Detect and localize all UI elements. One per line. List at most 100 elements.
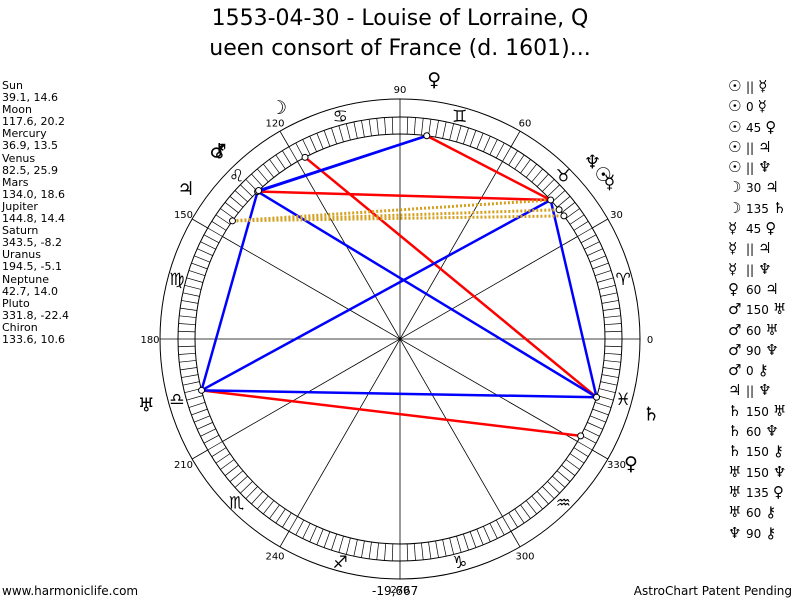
aspect-planet-2: ♅: [772, 300, 787, 319]
sign-divider: [191, 218, 208, 229]
degree-tick: [178, 323, 196, 326]
sign-divider: [592, 449, 609, 460]
degree-tick: [203, 234, 220, 244]
sign-divider: [510, 531, 521, 548]
degree-tick: [556, 196, 571, 208]
degree-tick: [514, 508, 525, 524]
degree-tick: [592, 408, 609, 416]
aspect-planet-1: ☉: [728, 97, 742, 116]
planet-name-moon: Moon: [2, 103, 32, 117]
aspect-row: ☿ || ♃: [728, 239, 787, 259]
degree-tick: [435, 120, 439, 138]
degree-tick: [191, 408, 208, 416]
degree-label: 240: [265, 552, 284, 563]
degree-tick: [603, 360, 621, 363]
degree-tick: [345, 123, 351, 141]
planet-marker: [555, 206, 563, 214]
planet-values-sun: 39.1, 14.6: [2, 91, 58, 105]
sign-divider: [510, 130, 521, 147]
degree-tick: [323, 531, 331, 548]
planet-marker: [198, 386, 206, 394]
aspect-type: 150: [746, 303, 769, 318]
aspect-planet-2: ♃: [765, 178, 779, 197]
aspect-planet-1: ♅: [728, 503, 742, 522]
aspect-planet-1: ♀: [728, 279, 739, 298]
planet-name-jupiter: Jupiter: [2, 199, 38, 213]
degree-tick: [520, 504, 531, 519]
degree-label: 120: [265, 118, 284, 129]
aspect-planet-1: ♃: [728, 381, 742, 400]
degree-tick: [353, 121, 358, 139]
planet-values-chiron: 133.6, 10.6: [2, 332, 65, 346]
degree-tick: [257, 495, 269, 510]
sign-divider: [592, 218, 609, 229]
degree-tick: [489, 523, 498, 539]
degree-tick: [215, 214, 231, 225]
degree-tick: [182, 381, 200, 386]
degree-tick: [240, 481, 253, 494]
aspect-planet-2: ♆: [765, 422, 779, 441]
aspect-line: [426, 134, 552, 202]
aspect-row: ♂ 150 ♅: [728, 300, 787, 320]
degree-tick: [184, 284, 202, 290]
degree-tick: [552, 190, 566, 203]
aspect-planet-2: ♅: [772, 401, 787, 420]
degree-tick: [211, 221, 227, 231]
aspect-row: ♅ 60 ⚷: [728, 503, 787, 523]
degree-tick: [406, 543, 409, 561]
aspect-row: ♄ 60 ♆: [728, 422, 787, 442]
aspect-planet-2: ⚷: [757, 361, 769, 380]
degree-tick: [573, 447, 589, 457]
sign-divider: [279, 531, 290, 548]
degree-tick: [589, 255, 606, 263]
degree-tick: [584, 428, 600, 437]
degree-tick: [536, 491, 549, 505]
degree-tick: [584, 241, 600, 250]
degree-tick: [180, 367, 198, 371]
degree-tick: [547, 481, 560, 494]
degree-tick: [203, 434, 220, 444]
degree-tick: [594, 402, 612, 408]
degree-tick: [561, 464, 576, 476]
aspect-line: [258, 134, 428, 192]
aspect-planet-1: ☿: [728, 259, 738, 278]
degree-tick: [207, 441, 223, 451]
aspect-type: ||: [746, 161, 755, 176]
degree-tick: [508, 512, 518, 528]
zodiac-sign-glyph: ♎: [169, 390, 184, 410]
degree-tick: [323, 130, 331, 147]
degree-tick: [376, 542, 379, 560]
aspect-planet-2: ♃: [765, 279, 779, 298]
aspect-type: ||: [746, 242, 755, 257]
aspect-type: 90: [746, 526, 762, 541]
degree-tick: [456, 535, 462, 553]
planet-glyph-uranus: ♅: [138, 395, 155, 417]
degree-tick: [502, 516, 512, 532]
degree-tick: [224, 202, 239, 214]
planet-glyph-pluto: ♀: [624, 453, 638, 475]
degree-tick: [514, 154, 525, 170]
degree-tick: [561, 202, 576, 214]
degree-tick: [413, 117, 416, 135]
planet-values-saturn: 343.5, -8.2: [2, 236, 62, 250]
degree-tick: [361, 540, 365, 558]
aspect-type: 0: [746, 364, 754, 379]
degree-label: 30: [610, 210, 623, 221]
degree-tick: [508, 150, 518, 166]
aspect-row: ♂ 60 ♅: [728, 321, 787, 341]
aspect-type: 60: [746, 323, 762, 338]
degree-tick: [182, 292, 200, 297]
aspect-row: ♂ 0 ⚷: [728, 361, 787, 381]
degree-tick: [275, 508, 286, 524]
degree-tick: [449, 537, 455, 555]
aspect-row: ♄ 150 ⚷: [728, 442, 787, 462]
degree-tick: [263, 500, 275, 515]
degree-tick: [186, 395, 204, 401]
planet-marker: [547, 196, 555, 204]
degree-tick: [368, 541, 372, 559]
aspect-planet-2: ☿: [758, 77, 768, 95]
degree-tick: [531, 168, 543, 183]
degree-tick: [556, 470, 571, 482]
degree-tick: [463, 533, 469, 551]
